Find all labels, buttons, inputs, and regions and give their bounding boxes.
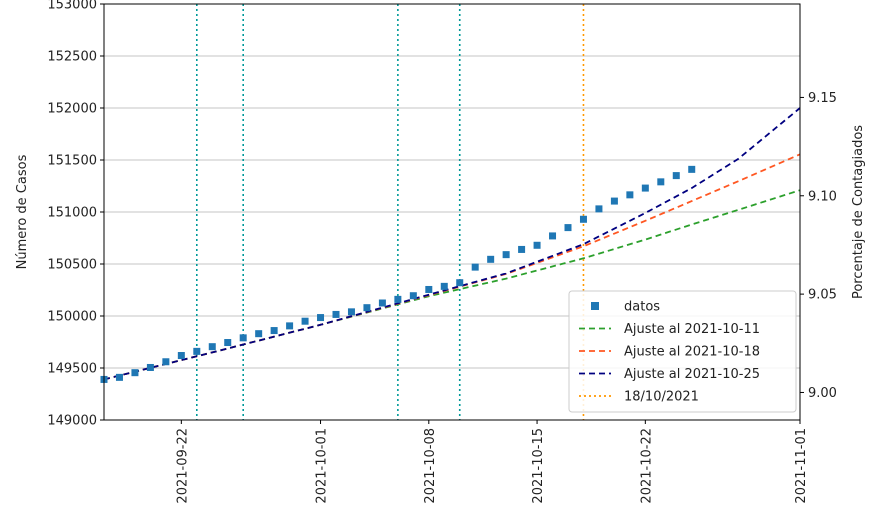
data-point bbox=[579, 215, 587, 223]
right-y-axis: 9.00 9.05 9.10 9.15 bbox=[800, 91, 837, 401]
y2-tick-label: 9.00 bbox=[808, 386, 837, 401]
x-tick-label: 2021-10-22 bbox=[639, 428, 654, 504]
y-tick-label: 152500 bbox=[47, 50, 97, 65]
data-point bbox=[162, 358, 170, 366]
fit-line-1 bbox=[103, 189, 801, 381]
x-tick-label: 2021-11-01 bbox=[794, 428, 809, 504]
data-point bbox=[425, 285, 433, 293]
data-point bbox=[610, 197, 618, 205]
data-point bbox=[208, 343, 216, 351]
y-tick-label: 149500 bbox=[47, 362, 97, 377]
data-point bbox=[688, 165, 696, 173]
series-layer bbox=[100, 107, 801, 383]
data-point bbox=[518, 245, 526, 253]
y-tick-label: 152000 bbox=[47, 102, 97, 117]
legend: datos Ajuste al 2021-10-11 Ajuste al 2021-… bbox=[568, 290, 797, 413]
fit-line-2 bbox=[103, 153, 801, 381]
legend-box bbox=[568, 290, 797, 413]
data-point bbox=[672, 172, 680, 180]
data-point bbox=[317, 314, 325, 322]
data-point bbox=[270, 327, 278, 335]
data-point bbox=[641, 184, 649, 192]
data-point bbox=[146, 363, 154, 371]
y2-tick-label: 9.15 bbox=[808, 91, 837, 106]
data-point bbox=[657, 178, 665, 186]
data-point bbox=[286, 322, 294, 330]
left-y-axis: 149000 149500 150000 150500 151000 151500 1520… bbox=[47, 0, 104, 429]
data-point bbox=[332, 310, 340, 318]
data-point bbox=[301, 317, 309, 325]
data-point bbox=[255, 330, 263, 338]
y2-tick-label: 9.10 bbox=[808, 189, 837, 204]
y-tick-label: 153000 bbox=[47, 0, 97, 13]
legend-label: Ajuste al 2021-10-11 bbox=[624, 322, 760, 337]
y-tick-label: 150500 bbox=[47, 258, 97, 273]
x-tick-label: 2021-09-22 bbox=[175, 428, 190, 504]
legend-label: Ajuste al 2021-10-25 bbox=[624, 367, 760, 382]
data-point bbox=[177, 352, 185, 360]
data-point bbox=[595, 205, 603, 213]
x-tick-label: 2021-10-08 bbox=[423, 428, 438, 504]
x-tick-label: 2021-10-01 bbox=[315, 428, 330, 504]
data-point bbox=[363, 304, 371, 312]
data-point bbox=[564, 224, 572, 232]
data-point bbox=[193, 347, 201, 355]
data-point bbox=[394, 295, 402, 303]
data-point bbox=[347, 308, 355, 316]
data-point bbox=[115, 373, 123, 381]
data-point bbox=[239, 334, 247, 342]
data-point bbox=[440, 282, 448, 290]
data-point bbox=[487, 255, 495, 263]
legend-label: Ajuste al 2021-10-18 bbox=[624, 345, 760, 360]
legend-marker bbox=[591, 302, 599, 310]
y-tick-label: 150000 bbox=[47, 310, 97, 325]
legend-label: datos bbox=[624, 300, 660, 315]
data-point bbox=[409, 292, 417, 300]
y-tick-label: 151500 bbox=[47, 154, 97, 169]
x-tick-label: 2021-10-15 bbox=[531, 428, 546, 504]
x-axis: 2021-09-22 2021-10-01 2021-10-08 2021-10-15… bbox=[175, 420, 809, 504]
data-point bbox=[378, 299, 386, 307]
data-point bbox=[471, 263, 479, 271]
data-point bbox=[549, 232, 557, 240]
y-tick-label: 151000 bbox=[47, 206, 97, 221]
data-point bbox=[224, 339, 232, 347]
legend-label: 18/10/2021 bbox=[624, 390, 699, 405]
data-point bbox=[626, 191, 634, 199]
data-point bbox=[456, 279, 464, 287]
data-point bbox=[502, 251, 510, 259]
data-point bbox=[533, 241, 541, 249]
left-y-axis-label: Número de Casos bbox=[15, 154, 30, 269]
right-y-axis-label: Porcentaje de Contagiados bbox=[851, 125, 866, 299]
data-point bbox=[131, 369, 139, 377]
y2-tick-label: 9.05 bbox=[808, 288, 837, 303]
y-tick-label: 149000 bbox=[47, 414, 97, 429]
